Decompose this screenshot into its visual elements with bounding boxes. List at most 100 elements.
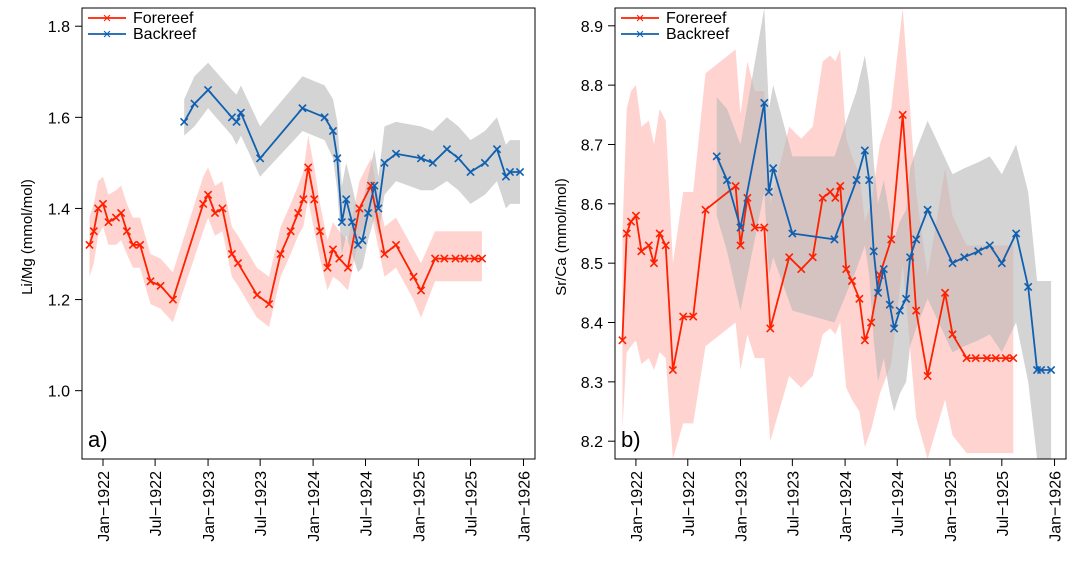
data-point [233,258,243,268]
data-point [982,353,992,363]
data-point [363,208,373,218]
data-point [911,235,921,244]
data-point [873,288,883,298]
data-point [374,204,383,213]
data-point [768,164,778,173]
x-tick-label: Jul−1925 [464,471,481,536]
data-point [203,85,213,95]
data-point [701,205,710,214]
data-point [342,195,351,204]
data-point [764,187,774,197]
y-tick-label: 8.2 [581,434,603,451]
data-point [454,154,463,163]
data-point [428,158,437,168]
band-backreef [716,8,1052,459]
y-tick-label: 8.4 [581,316,603,333]
series-line-forereef [88,167,482,306]
data-point [689,312,698,321]
legend: × Forereef × Backreef [621,10,730,43]
data-point [210,208,220,218]
data-point [255,154,265,163]
data-point [661,241,670,250]
data-point [750,223,759,232]
data-point [391,149,401,158]
data-point [391,240,401,250]
data-point [923,205,932,214]
data-point [712,152,721,161]
data-point [180,117,189,127]
data-point [328,126,338,136]
data-point [286,227,295,236]
x-tick-label: Jul−1923 [253,471,270,536]
plot-frame [614,7,1067,460]
x-tick-label: Jan−1925 [943,471,960,542]
data-point [310,195,319,204]
data-point [785,253,794,262]
data-point [227,249,237,259]
data-point [911,306,921,315]
legend-marker-backreef: × [636,26,645,43]
data-point [477,254,487,263]
data-point [887,235,896,244]
data-point [442,145,452,154]
data-point [960,253,969,262]
y-tick-label: 1.4 [48,201,70,218]
data-point [1011,229,1021,238]
data-point [855,294,864,303]
data-point [869,247,878,256]
data-point [991,353,1000,363]
data-point [736,241,745,250]
x-tick-label: Jul−1924 [890,471,907,536]
data-point [923,371,932,381]
legend-label-backreef: Backreef [133,26,197,43]
data-point [380,249,389,259]
data-point [328,245,338,254]
data-point [146,277,155,286]
y-tick-label: 1.8 [48,19,70,36]
x-tick-label: Jan−1922 [629,471,646,542]
data-point [736,223,745,232]
data-point [116,208,126,218]
x-tick-label: Jan−1923 [734,471,751,542]
data-point [1046,365,1056,375]
x-tick-label: Jan−1925 [411,471,428,542]
data-point [333,154,342,163]
panel-label: b) [621,427,641,452]
data-point [492,145,502,154]
data-point [644,241,653,250]
data-point [655,229,664,238]
legend-label-forereef: Forereef [666,10,727,27]
data-point [252,290,262,300]
data-point [879,264,888,274]
data-point [515,167,525,177]
data-point [370,181,379,190]
data-point [905,253,915,262]
data-point [618,336,627,345]
data-point [264,299,274,309]
data-point [864,175,874,185]
data-point [343,263,353,272]
data-point [631,211,641,220]
data-point [1009,353,1018,363]
data-point [940,288,950,298]
x-tick-label: Jul−1923 [785,471,802,536]
y-axis-label: Sr/Ca (mmol/mol) [553,178,570,296]
panel-b: Sr/Ca (mmol/mol) 8.2 8.3 8.4 8.5 8.6 8.7 8.8 8.… [553,7,1067,542]
data-point [276,249,285,259]
y-tick-label: 1.2 [48,293,70,310]
y-axis-label: Li/Mg (mmol/mol) [19,179,36,295]
y-tick-label: 8.9 [581,19,603,36]
data-point [480,158,490,168]
data-point [722,175,732,185]
data-point [460,254,469,263]
data-point [679,312,688,321]
data-point [190,99,199,108]
y-tick-label: 1.6 [48,110,70,127]
data-point [470,254,479,263]
data-point [962,353,971,363]
data-point [847,276,857,286]
legend-marker-forereef: × [103,10,112,27]
y-tick-label: 8.3 [581,375,603,392]
data-point [948,330,957,339]
data-point [797,264,806,274]
